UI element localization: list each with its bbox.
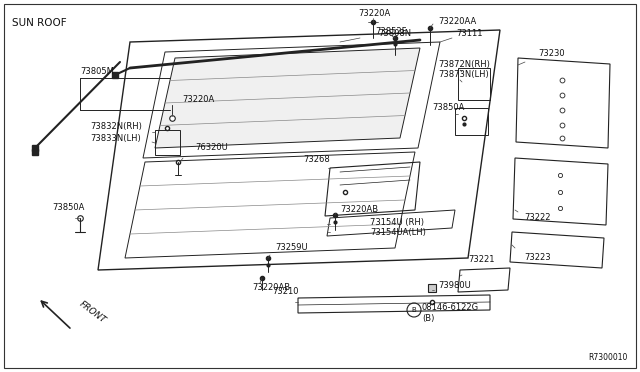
Text: 73220A: 73220A [182, 96, 214, 105]
Text: 73833N(LH): 73833N(LH) [90, 134, 141, 142]
Text: 73220A: 73220A [358, 10, 390, 19]
Text: B: B [412, 307, 417, 313]
Text: 73221: 73221 [468, 256, 495, 264]
Text: 73220AB: 73220AB [340, 205, 378, 215]
Text: 73220AB: 73220AB [252, 283, 290, 292]
Text: R7300010: R7300010 [589, 353, 628, 362]
Text: 73230: 73230 [538, 49, 564, 58]
Text: 73980U: 73980U [438, 280, 471, 289]
Text: 73873N(LH): 73873N(LH) [438, 71, 489, 80]
Text: 73850A: 73850A [432, 103, 465, 112]
Text: 73268: 73268 [303, 155, 330, 164]
Text: 73259U: 73259U [275, 244, 308, 253]
Text: 73872N(RH): 73872N(RH) [438, 61, 490, 70]
Text: 73210: 73210 [272, 288, 298, 296]
Text: 73154U (RH): 73154U (RH) [370, 218, 424, 227]
Text: 73832N(RH): 73832N(RH) [90, 122, 142, 131]
Text: FRONT: FRONT [78, 299, 108, 325]
Polygon shape [155, 48, 420, 148]
Text: 73805M: 73805M [80, 67, 114, 77]
Text: 73808N: 73808N [378, 29, 411, 38]
Text: 73222: 73222 [524, 214, 550, 222]
Text: 76320U: 76320U [195, 144, 228, 153]
Text: SUN ROOF: SUN ROOF [12, 18, 67, 28]
Text: 73220AA: 73220AA [438, 17, 476, 26]
Text: (B): (B) [422, 314, 435, 323]
Text: 73223: 73223 [524, 253, 550, 263]
Text: 73111: 73111 [456, 29, 483, 38]
Text: 73850A: 73850A [52, 203, 84, 212]
Text: 08146-6122G: 08146-6122G [422, 304, 479, 312]
Text: 73154UA(LH): 73154UA(LH) [370, 228, 426, 237]
Text: 73852F: 73852F [375, 28, 406, 36]
